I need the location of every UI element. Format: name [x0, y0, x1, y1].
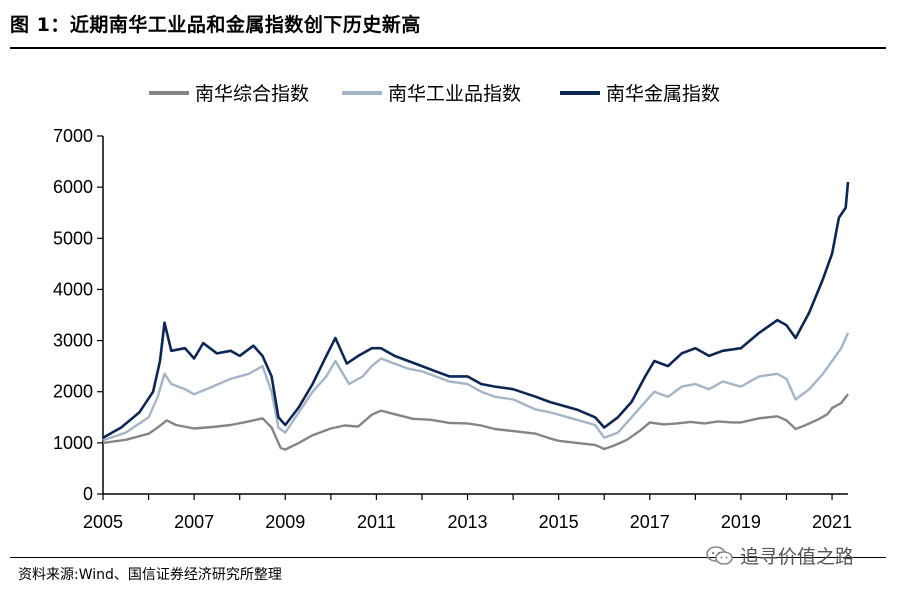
title-rule — [10, 47, 886, 49]
y-tick-label: 3000 — [53, 331, 93, 351]
x-axis: 2005 2007 2009 2011 2013 2015 2017 2019 2021 — [83, 493, 852, 532]
metals-series-line — [102, 181, 850, 439]
y-tick-label: 6000 — [53, 177, 93, 197]
industrial-series-line — [102, 332, 850, 442]
x-tick-label: 2015 — [539, 512, 579, 532]
wechat-icon — [706, 545, 733, 565]
x-tick-label: 2007 — [174, 512, 214, 532]
x-ticks: 2005 2007 2009 2011 2013 2015 2017 2019 2021 — [83, 494, 852, 532]
x-tick-label: 2005 — [83, 512, 123, 532]
y-tick-label: 4000 — [53, 279, 93, 299]
x-tick-label: 2019 — [721, 512, 761, 532]
watermark: 追寻价值之路 — [706, 542, 854, 569]
watermark-text: 追寻价值之路 — [740, 546, 855, 568]
footer-rule — [10, 557, 886, 558]
y-tick-label: 7000 — [53, 126, 93, 146]
composite-series-line — [102, 393, 849, 451]
x-tick-label: 2009 — [265, 512, 305, 532]
x-tick-label: 2013 — [448, 512, 488, 532]
x-tick-label: 2021 — [812, 512, 852, 532]
legend-label-composite: 南华综合指数 — [195, 83, 309, 105]
y-tick-label: 1000 — [53, 433, 93, 453]
series-group — [102, 181, 850, 451]
y-ticks: 0 1000 2000 3000 4000 5000 6000 7000 — [53, 126, 103, 504]
y-tick-label: 2000 — [53, 382, 93, 402]
x-tick-label: 2017 — [630, 512, 670, 532]
x-tick-label: 2011 — [357, 512, 396, 532]
legend-label-industrial: 南华工业品指数 — [388, 83, 521, 105]
figure-title: 图 1：近期南华工业品和金属指数创下历史新高 — [10, 14, 421, 36]
y-tick-label: 5000 — [53, 228, 93, 248]
y-tick-label: 0 — [83, 484, 93, 504]
y-axis: 0 1000 2000 3000 4000 5000 6000 7000 — [53, 126, 104, 504]
source-note: 资料来源:Wind、国信证券经济研究所整理 — [18, 567, 282, 583]
legend: 南华综合指数 南华工业品指数 南华金属指数 — [149, 83, 720, 105]
legend-label-metals: 南华金属指数 — [606, 83, 720, 105]
